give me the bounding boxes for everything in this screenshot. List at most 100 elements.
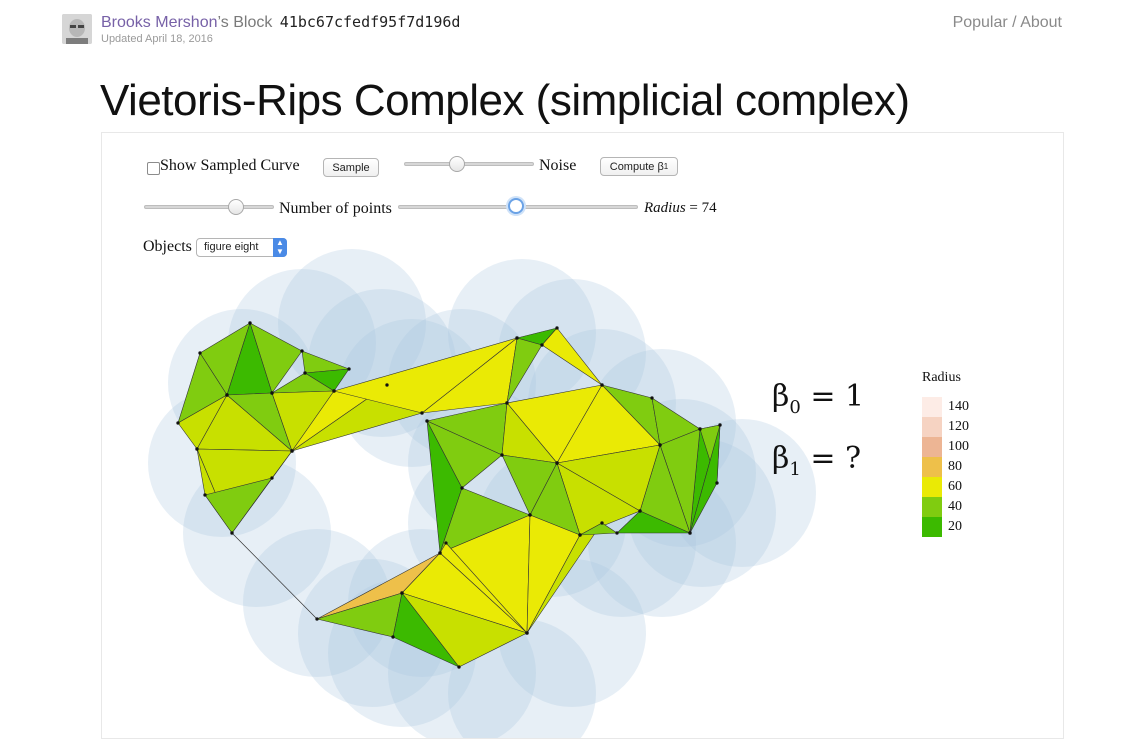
sample-point (600, 521, 604, 525)
legend-label: 40 (948, 499, 962, 514)
sample-point (391, 635, 395, 639)
sample-point (225, 393, 229, 397)
beta-zero-sub: 0 (789, 397, 801, 418)
sample-point (347, 367, 351, 371)
legend-swatch (922, 497, 942, 517)
sample-point (203, 493, 207, 497)
legend-title: Radius (922, 370, 961, 385)
sample-point (658, 443, 662, 447)
number-of-points-slider[interactable] (144, 205, 274, 209)
objects-select[interactable]: figure eight ▲ ▼ (196, 238, 287, 257)
legend-label: 80 (948, 459, 962, 474)
sample-point (270, 391, 274, 395)
simplex-triangle (689, 424, 721, 534)
sample-point (195, 447, 199, 451)
radius-disk (243, 529, 391, 677)
sample-point (290, 449, 294, 453)
sample-point (650, 396, 654, 400)
sample-point (600, 383, 604, 387)
simplex-triangle (506, 337, 543, 404)
sample-point (332, 389, 336, 393)
sample-point (438, 551, 442, 555)
simplex-triangle (541, 327, 603, 386)
beta-one-symbol: β (772, 441, 790, 476)
radius-readout: Radius = 74 (644, 200, 717, 217)
sample-point (300, 349, 304, 353)
legend-label: 60 (948, 479, 962, 494)
simplices (177, 322, 721, 668)
number-of-points-label: Number of points (279, 200, 392, 217)
sample-point (555, 326, 559, 330)
noise-slider-knob[interactable] (449, 156, 466, 172)
sample-point (540, 343, 544, 347)
beta-zero-symbol: β (772, 379, 790, 414)
select-arrows-icon: ▲ ▼ (273, 238, 287, 257)
sample-point (578, 533, 582, 537)
simplex-edge (231, 532, 318, 620)
legend-swatch (922, 397, 942, 417)
sample-point (715, 481, 719, 485)
page-title: Vietoris-Rips Complex (simplicial comple… (100, 76, 910, 125)
radius-slider-knob[interactable] (507, 198, 524, 214)
radius-readout-label: Radius (644, 200, 686, 216)
show-curve-label: Show Sampled Curve (160, 157, 300, 174)
noise-label: Noise (539, 157, 577, 174)
sample-point (615, 531, 619, 535)
sample-point (303, 371, 307, 375)
sample-point (425, 419, 429, 423)
sample-point (688, 531, 692, 535)
legend-swatch (922, 517, 942, 537)
nav-separator: / (1012, 14, 1017, 31)
beta-one: β1 = ? (772, 441, 861, 480)
sample-point (230, 531, 234, 535)
beta-zero-value: = 1 (810, 379, 865, 414)
sample-point (457, 665, 461, 669)
simplex-triangle (204, 477, 273, 534)
popular-link[interactable]: Popular (952, 14, 1008, 31)
sample-button[interactable]: Sample (323, 158, 379, 177)
legend-label: 120 (948, 419, 969, 434)
sample-point (505, 401, 509, 405)
sample-point (444, 541, 448, 545)
number-of-points-knob[interactable] (228, 199, 245, 215)
block-frame: Show Sampled Curve Sample Noise Compute … (101, 132, 1064, 739)
legend-swatch (922, 457, 942, 477)
compute-label: Compute β (609, 160, 664, 173)
show-curve-checkbox[interactable] (147, 162, 160, 175)
author-link[interactable]: Brooks Mershon (101, 14, 218, 31)
sample-point (460, 486, 464, 490)
compute-subscript: 1 (663, 162, 669, 171)
legend-label: 100 (948, 439, 969, 454)
legend-swatch (922, 477, 942, 497)
legend-label: 20 (948, 519, 962, 534)
sample-point (176, 421, 180, 425)
sample-point (400, 591, 404, 595)
sample-point (528, 513, 532, 517)
radius-readout-value: = 74 (689, 200, 717, 216)
avatar[interactable] (62, 14, 92, 44)
sample-point (555, 461, 559, 465)
sample-point (198, 351, 202, 355)
legend-swatch (922, 437, 942, 457)
sample-point (525, 631, 529, 635)
sample-point (698, 427, 702, 431)
sample-point (638, 509, 642, 513)
simplex-triangle (333, 337, 518, 414)
complex-visualization (148, 249, 816, 738)
legend-label: 140 (948, 399, 969, 414)
simplex-triangle (616, 510, 691, 534)
noise-slider[interactable] (404, 162, 534, 166)
beta-one-value: = ? (810, 441, 862, 476)
simplex-triangle (579, 522, 618, 536)
legend-swatch (922, 417, 942, 437)
beta-zero: β0 = 1 (772, 379, 864, 418)
objects-label: Objects (143, 238, 192, 255)
sample-point (270, 476, 274, 480)
block-suffix: ’s Block (217, 14, 273, 31)
about-link[interactable]: About (1020, 14, 1062, 31)
top-nav: Popular / About (953, 14, 1062, 32)
sample-point (315, 617, 319, 621)
beta-one-sub: 1 (789, 459, 801, 480)
sample-point (500, 453, 504, 457)
